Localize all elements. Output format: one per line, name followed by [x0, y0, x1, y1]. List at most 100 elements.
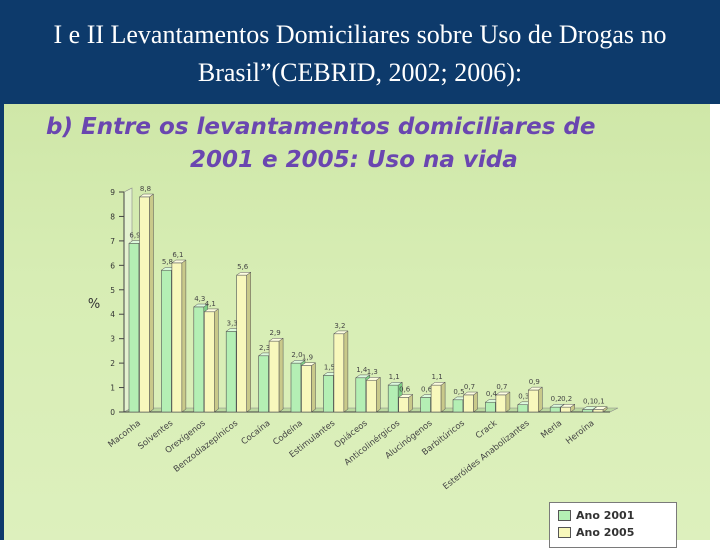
data-label-2001: 0,2: [551, 395, 562, 403]
bar-2005: [301, 365, 312, 413]
bar-2001: [517, 404, 529, 413]
data-label-2005: 0,1: [594, 398, 605, 406]
bar-2001: [420, 397, 431, 413]
bar-2005: [463, 394, 474, 413]
bar-top-2005: [203, 308, 220, 313]
bar-side-2005: [214, 308, 219, 413]
data-label-2001: 0,3: [518, 393, 529, 401]
bar-side-2005: [343, 330, 349, 413]
bar-top-2001: [355, 374, 371, 379]
bar-top-2001: [387, 382, 403, 386]
bar-top-2005: [495, 391, 511, 396]
bar-2001: [128, 243, 140, 413]
right-border: [710, 104, 720, 540]
bar-top-2001: [549, 404, 565, 408]
bar-top-2005: [171, 259, 187, 264]
legend-label-2001: Ano 2001: [576, 508, 635, 522]
data-label-2005: 1,1: [432, 373, 443, 381]
legend-swatch-2005: [558, 526, 571, 538]
bar-top-2005: [300, 362, 317, 366]
bar-top-2005: [592, 406, 608, 410]
y-tick-label: 2: [110, 359, 115, 368]
data-label-2001: 2,3: [259, 344, 270, 352]
bar-top-2001: [193, 303, 209, 308]
x-tick-label: Merla: [539, 418, 564, 440]
data-label-2001: 1,5: [324, 363, 335, 371]
bar-side-2005: [376, 376, 381, 413]
bar-2001: [452, 399, 464, 413]
data-label-2001: 2,0: [291, 351, 302, 359]
y-tick-label: 1: [110, 384, 115, 393]
bar-2005: [527, 389, 539, 413]
data-label-2001: 6,9: [129, 231, 140, 239]
bar-top-2005: [268, 338, 284, 342]
y-tick-label: 7: [110, 237, 115, 246]
header-banner: I e II Levantamentos Domiciliares sobre …: [0, 0, 720, 104]
bar-2005: [592, 409, 604, 413]
bar-2001: [355, 377, 367, 413]
bar-2005: [365, 379, 377, 413]
bar-side-2005: [311, 362, 316, 413]
bar-side-2005: [149, 193, 154, 413]
bar-top-2005: [138, 193, 155, 198]
data-label-2001: 1,1: [389, 373, 400, 381]
y-tick-label: 4: [110, 310, 115, 319]
data-label-2001: 0,5: [453, 388, 464, 396]
data-label-2005: 0,9: [529, 378, 540, 386]
y-axis-label: %: [88, 297, 100, 312]
bar-top-2005: [462, 391, 479, 396]
data-label-2005: 6,1: [172, 251, 183, 259]
data-label-2001: 0,1: [583, 398, 594, 406]
bar-2005: [430, 384, 442, 413]
data-label-2005: 0,6: [399, 385, 411, 393]
legend-item-2005: Ano 2005: [558, 524, 634, 540]
bar-2005: [268, 340, 280, 413]
x-tick-label: Crack: [474, 418, 499, 441]
y-tick-label: 8: [110, 212, 115, 221]
bar-2005: [398, 397, 410, 413]
data-label-2005: 3,2: [334, 322, 345, 330]
legend-label-2005: Ano 2005: [576, 525, 635, 539]
data-label-2005: 0,7: [464, 383, 475, 391]
bar-2001: [161, 269, 172, 413]
data-label-2005: 1,3: [367, 368, 378, 376]
bar-2005: [495, 394, 507, 413]
data-label-2001: 0,4: [486, 390, 498, 398]
bar-side-2005: [246, 271, 251, 413]
data-label-2005: 8,8: [140, 185, 151, 193]
bar-top-2005: [365, 377, 382, 381]
bar-2005: [236, 274, 247, 413]
data-label-2001: 4,3: [194, 295, 205, 303]
bar-top-2005: [527, 386, 544, 391]
data-label-2005: 4,1: [205, 300, 216, 308]
bar-side-2005: [181, 259, 187, 413]
bar-2001: [258, 355, 269, 413]
data-label-2001: 3,3: [227, 319, 238, 327]
bar-top-2001: [290, 360, 306, 364]
bar-top-2001: [581, 406, 598, 410]
data-label-2005: 5,6: [237, 263, 249, 271]
bar-side-2005: [440, 381, 446, 413]
bar-top-2005: [235, 272, 252, 276]
data-label-2005: 0,7: [496, 383, 507, 391]
data-label-2005: 2,9: [270, 329, 281, 337]
bar-2001: [485, 401, 496, 413]
bar-2001: [323, 375, 334, 413]
bar-top-2005: [430, 382, 446, 386]
x-tick-label: Anticolinérgicos: [342, 417, 402, 468]
bar-top-2005: [397, 394, 414, 398]
bar-side-2005: [278, 337, 284, 413]
bar-2001: [387, 384, 399, 413]
bar-top-2005: [559, 404, 576, 408]
bar-side-2005: [505, 391, 511, 413]
data-label-2005: 1,9: [302, 354, 313, 362]
data-label-2001: 1,4: [356, 366, 368, 374]
bar-side-2005: [473, 391, 478, 413]
y-tick-label: 0: [110, 408, 115, 417]
bar-2001: [549, 406, 561, 413]
bar-2005: [139, 196, 150, 413]
bar-2005: [333, 333, 345, 413]
data-label-2001: 5,8: [162, 258, 173, 266]
data-label-2005: 0,2: [561, 395, 572, 403]
bar-2001: [290, 362, 302, 413]
